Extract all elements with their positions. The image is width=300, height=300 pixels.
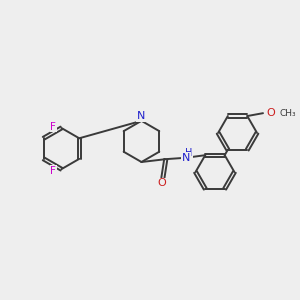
Text: N: N xyxy=(137,111,146,121)
Text: CH₃: CH₃ xyxy=(280,109,296,118)
Text: O: O xyxy=(266,108,275,118)
Text: H: H xyxy=(185,148,192,158)
Text: F: F xyxy=(50,166,56,176)
Text: O: O xyxy=(157,178,166,188)
Text: N: N xyxy=(182,153,190,163)
Text: F: F xyxy=(50,122,56,132)
